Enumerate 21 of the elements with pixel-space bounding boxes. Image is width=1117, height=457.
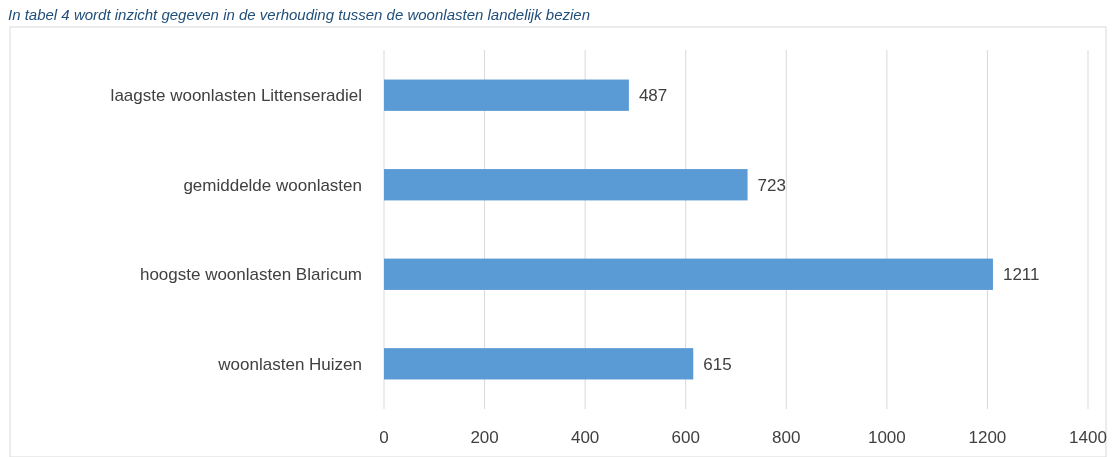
y-tick-label: laagste woonlasten Littenseradiel <box>110 86 362 106</box>
data-label: 1211 <box>1002 265 1040 285</box>
x-tick-label: 800 <box>772 427 801 447</box>
x-tick-label: 1200 <box>968 427 1007 447</box>
bar <box>384 258 993 290</box>
y-tick-label: woonlasten Huizen <box>217 354 362 374</box>
y-tick-label: gemiddelde woonlasten <box>183 175 362 195</box>
y-tick-label: hoogste woonlasten Blaricum <box>139 265 362 285</box>
data-label: 487 <box>638 86 668 106</box>
bar <box>384 169 748 201</box>
x-tick-label: 200 <box>470 427 499 447</box>
bar <box>384 79 629 111</box>
x-tick-label: 400 <box>570 427 600 447</box>
x-tick-label: 1400 <box>1069 427 1107 447</box>
x-tick-label: 0 <box>379 427 389 447</box>
data-label: 615 <box>703 354 732 374</box>
x-tick-label: 1000 <box>867 427 906 447</box>
text: In tabel 4 wordt inzicht gegeven in de verhouding tussen de woonlasten landelijk bezien <box>8 6 591 23</box>
data-label: 723 <box>757 175 786 195</box>
x-tick-label: 600 <box>671 427 700 447</box>
bar <box>384 348 694 380</box>
